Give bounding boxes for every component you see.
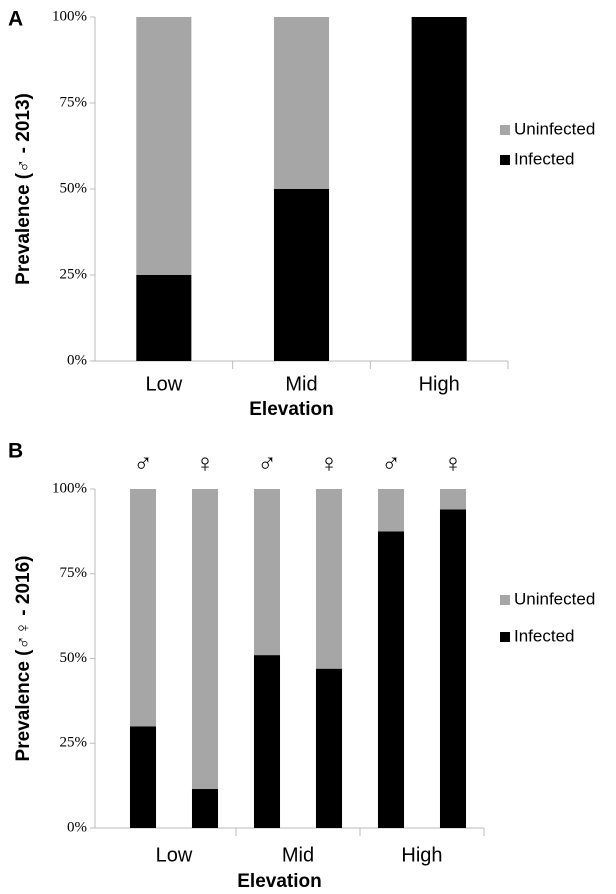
bar-segment (411, 17, 467, 361)
y-tick-label: 0% (67, 819, 87, 835)
bar-segment (439, 509, 467, 828)
x-tick-label: Low (145, 373, 182, 395)
x-axis-label: Elevation (237, 871, 321, 892)
bar-segment (129, 489, 157, 727)
legend-label: Uninfected (514, 589, 595, 608)
y-tick-label: 0% (67, 352, 87, 368)
bar-segment (253, 489, 281, 656)
sex-label: ♂ (133, 448, 153, 478)
legend-swatch (500, 632, 510, 642)
bar-segment (136, 275, 192, 361)
sex-label: ♂ (381, 448, 401, 478)
group-label: Low (156, 844, 193, 866)
y-tick-label: 50% (60, 180, 88, 196)
bar-segment (273, 17, 330, 189)
panel-label: A (8, 8, 23, 31)
bar-segment (315, 489, 343, 669)
panel-label: B (8, 440, 23, 463)
y-tick-label: 75% (60, 565, 88, 581)
sex-label: ♀ (195, 448, 215, 478)
y-tick-label: 25% (60, 266, 88, 282)
sex-label: ♀ (319, 448, 339, 478)
legend-swatch (500, 155, 510, 165)
legend-swatch (500, 595, 510, 605)
y-axis-label: Prevalence (♂ - 2013) (13, 93, 34, 285)
group-label: Mid (282, 844, 314, 866)
sex-label: ♂ (257, 448, 277, 478)
legend-label: Uninfected (514, 119, 595, 138)
bar-segment (136, 17, 192, 275)
y-tick-label: 100% (52, 480, 87, 496)
bar-segment (377, 489, 405, 532)
y-tick-label: 50% (60, 650, 88, 666)
bar-segment (315, 668, 343, 828)
bar-segment (129, 726, 157, 828)
y-tick-label: 100% (52, 8, 87, 24)
legend-swatch (500, 125, 510, 135)
bar-segment (191, 789, 219, 828)
legend-label: Infected (514, 626, 575, 645)
x-axis-label: Elevation (249, 399, 333, 420)
y-tick-label: 25% (60, 735, 88, 751)
legend-label: Infected (514, 149, 575, 168)
bar-segment (253, 655, 281, 828)
sex-label: ♀ (443, 448, 463, 478)
y-tick-label: 75% (60, 94, 88, 110)
x-tick-label: Mid (285, 373, 317, 395)
y-axis-label: Prevalence (♂♀ - 2016) (13, 556, 34, 762)
bar-segment (191, 489, 219, 790)
x-tick-label: High (419, 373, 460, 395)
bar-segment (439, 489, 467, 510)
bar-segment (377, 531, 405, 828)
group-label: High (401, 844, 442, 866)
bar-segment (273, 189, 330, 361)
